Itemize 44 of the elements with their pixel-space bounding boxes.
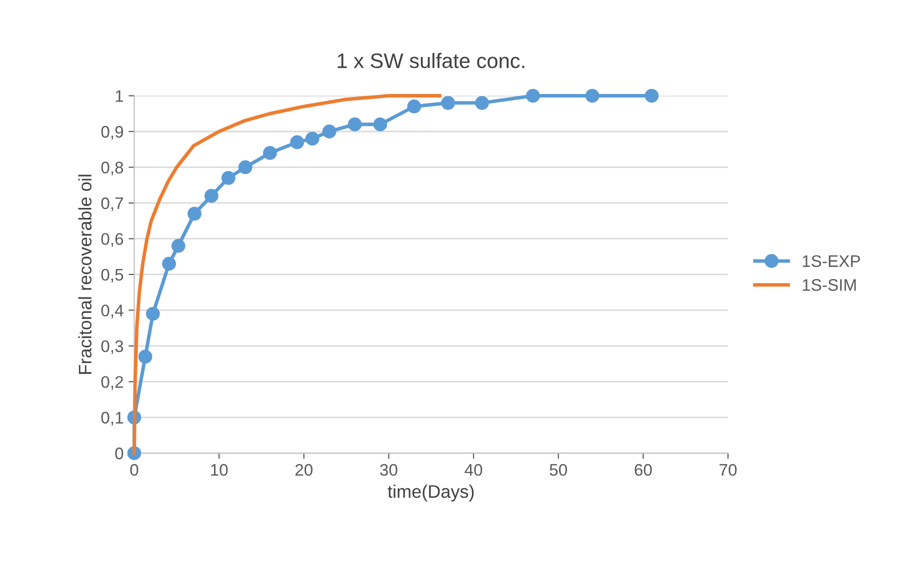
point (238, 160, 252, 174)
legend-label: 1S-EXP (802, 255, 860, 267)
point (263, 146, 277, 160)
x-tick-label: 50 (550, 464, 567, 476)
x-tick-label: 10 (211, 464, 228, 476)
legend-label: 1S-SIM (802, 279, 856, 291)
chart-title: 1 x SW sulfate conc. (338, 52, 524, 68)
point (221, 171, 236, 185)
point (290, 135, 304, 150)
x-tick-label: 40 (464, 464, 482, 476)
y-tick-label: 0,5 (101, 268, 124, 283)
y-tick-label: 0,7 (101, 197, 123, 212)
point (585, 88, 600, 103)
point (162, 256, 176, 271)
x-tick-label: 20 (295, 464, 313, 476)
x-tick-label: 70 (720, 464, 737, 476)
x-axis-title: time(Days) (388, 484, 474, 502)
point (146, 306, 160, 321)
y-axis-title: Fracitonal recoverable oil (78, 174, 92, 374)
y-tick-label: 0,2 (101, 376, 123, 390)
point (188, 206, 202, 221)
y-tick-label: 0,9 (101, 126, 124, 140)
x-tick-label: 60 (634, 464, 652, 476)
y-tick-label: 0,6 (101, 233, 124, 247)
x-tick-label: 0 (130, 464, 138, 476)
point (322, 124, 336, 138)
y-tick-label: 0,8 (101, 162, 124, 176)
point (171, 238, 186, 253)
y-tick-label: 0,4 (101, 304, 124, 318)
point (204, 188, 218, 203)
point (305, 132, 320, 146)
y-tick-label: 0,1 (101, 412, 124, 426)
point (475, 96, 489, 110)
y-tick-label: 1 (116, 90, 124, 102)
point (138, 350, 152, 364)
y-tick-label: 0,3 (101, 340, 124, 354)
point (644, 88, 659, 103)
x-tick-label: 30 (380, 464, 398, 476)
point (348, 117, 362, 132)
point (373, 117, 388, 132)
point (526, 88, 540, 103)
point (407, 100, 422, 114)
y-tick-label: 0 (115, 448, 124, 460)
point (441, 96, 456, 110)
